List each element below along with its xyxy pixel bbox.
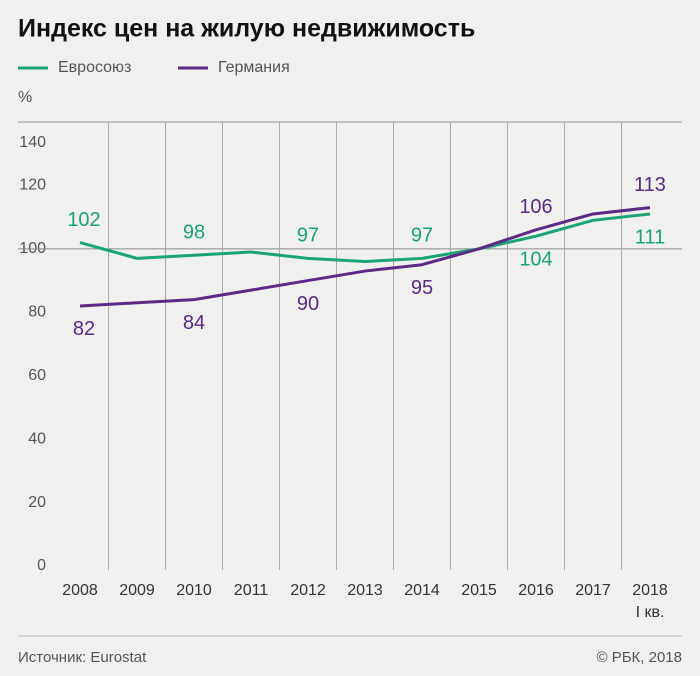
data-label: 111 (635, 226, 665, 248)
x-tick-label: 2015 (461, 582, 497, 599)
x-tick-label: 2009 (119, 582, 155, 599)
x-tick-label: 2018 (632, 582, 668, 599)
y-tick-label: 60 (28, 367, 46, 384)
y-tick-label: 0 (37, 557, 46, 574)
data-label: 97 (297, 225, 319, 247)
x-tick-label: 2012 (290, 582, 326, 599)
data-label: 106 (519, 196, 552, 218)
y-tick-label: 140 (19, 134, 46, 151)
data-label: 95 (411, 277, 433, 299)
data-label: 104 (519, 248, 552, 270)
x-tick-label: 2016 (518, 582, 554, 599)
x-tick-label: 2008 (62, 582, 98, 599)
x-tick-label: 2011 (234, 582, 269, 599)
data-label: 113 (634, 174, 666, 196)
y-tick-label: 20 (28, 494, 46, 511)
legend-label: Евросоюз (58, 59, 131, 76)
x-tick-label: 2010 (176, 582, 212, 599)
x-tick-note: I кв. (636, 604, 665, 621)
legend-label: Германия (218, 59, 290, 76)
x-tick-label: 2013 (347, 582, 383, 599)
data-label: 98 (183, 221, 205, 243)
x-tick-label: 2014 (404, 582, 440, 599)
series-line (79, 206, 651, 308)
chart-title: Индекс цен на жилую недвижимость (18, 15, 475, 43)
data-label: 97 (411, 225, 433, 247)
data-label: 84 (183, 312, 205, 334)
y-tick-label: 120 (19, 177, 46, 194)
data-label: 90 (297, 293, 319, 315)
y-axis-label: % (18, 89, 32, 106)
credit: © РБК, 2018 (596, 649, 682, 666)
y-tick-label: 40 (28, 430, 46, 447)
source: Источник: Eurostat (18, 649, 147, 666)
series-line (79, 212, 651, 264)
y-tick-label: 80 (28, 304, 46, 321)
x-tick-label: 2017 (575, 582, 611, 599)
data-label: 102 (67, 209, 100, 231)
data-label: 82 (73, 318, 95, 340)
